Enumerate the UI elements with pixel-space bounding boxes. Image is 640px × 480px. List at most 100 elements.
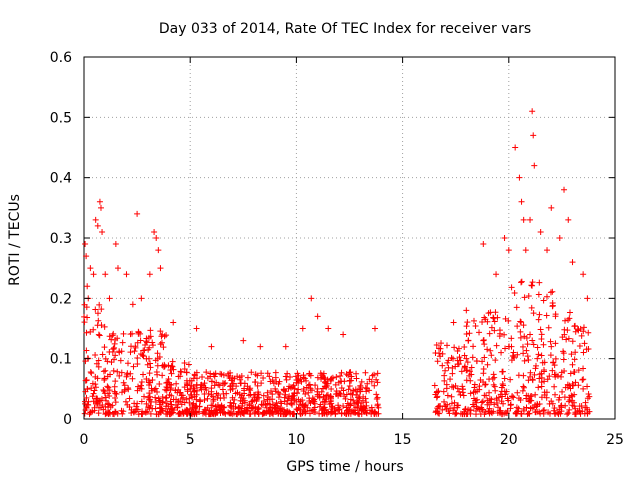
scatter-point xyxy=(527,405,534,412)
scatter-point xyxy=(111,344,118,351)
scatter-point xyxy=(210,371,217,378)
scatter-point xyxy=(439,362,446,369)
scatter-point xyxy=(439,350,446,357)
scatter-point xyxy=(264,370,271,377)
scatter-point xyxy=(444,359,451,366)
scatter-point xyxy=(544,247,551,254)
scatter-point xyxy=(452,409,459,416)
scatter-point xyxy=(281,387,288,394)
scatter-point xyxy=(293,406,300,413)
scatter-point xyxy=(493,395,500,402)
scatter-point xyxy=(479,407,486,414)
y-tick-label: 0.3 xyxy=(50,231,72,247)
scatter-point xyxy=(521,333,528,340)
scatter-point xyxy=(507,402,514,409)
scatter-point xyxy=(327,397,334,404)
scatter-point xyxy=(104,383,111,390)
scatter-point xyxy=(325,325,332,332)
scatter-point xyxy=(238,380,245,387)
scatter-point xyxy=(127,331,134,338)
scatter-point xyxy=(157,328,164,335)
scatter-point xyxy=(528,397,535,404)
scatter-point xyxy=(254,406,261,413)
scatter-point xyxy=(514,408,521,415)
scatter-point xyxy=(529,108,536,115)
scatter-point xyxy=(451,344,458,351)
scatter-point xyxy=(114,368,121,375)
scatter-point xyxy=(572,411,579,418)
scatter-point xyxy=(540,297,547,304)
scatter-point xyxy=(280,411,287,418)
scatter-point xyxy=(353,391,360,398)
x-tick-labels: 0 5 10 15 20 25 xyxy=(80,432,624,448)
scatter-point xyxy=(282,373,289,380)
scatter-point xyxy=(193,369,200,376)
scatter-point xyxy=(283,376,290,383)
y-tick-labels: 0 0.1 0.2 0.3 0.4 0.5 0.6 xyxy=(50,50,72,428)
y-tick-label: 0 xyxy=(63,412,72,428)
scatter-point xyxy=(255,405,262,412)
scatter-point xyxy=(538,352,545,359)
scatter-point xyxy=(86,411,93,418)
scatter-point xyxy=(249,405,256,412)
scatter-point xyxy=(527,369,534,376)
scatter-point xyxy=(137,330,144,337)
scatter-point xyxy=(532,391,539,398)
scatter-point xyxy=(558,373,565,380)
scatter-point xyxy=(548,204,555,211)
scatter-point xyxy=(175,386,182,393)
scatter-point xyxy=(134,210,141,217)
scatter-point xyxy=(441,398,448,405)
scatter-point xyxy=(163,394,170,401)
scatter-point xyxy=(153,368,160,375)
scatter-point xyxy=(241,390,248,397)
y-tick-label: 0.6 xyxy=(50,50,72,66)
scatter-point xyxy=(486,395,493,402)
scatter-point xyxy=(566,309,573,316)
scatter-point xyxy=(556,235,563,241)
scatter-point xyxy=(529,376,536,383)
scatter-point xyxy=(493,342,500,349)
scatter-point xyxy=(565,409,572,416)
scatter-point xyxy=(569,338,576,345)
scatter-point xyxy=(143,338,150,345)
scatter-point xyxy=(118,348,125,355)
scatter-point xyxy=(338,410,345,417)
scatter-point xyxy=(131,348,138,355)
scatter-point xyxy=(580,324,587,331)
scatter-point xyxy=(564,411,571,418)
scatter-point xyxy=(213,390,220,397)
scatter-point xyxy=(104,358,111,365)
scatter-point xyxy=(151,386,158,393)
scatter-point xyxy=(527,331,534,338)
scatter-point xyxy=(266,401,273,408)
scatter-point xyxy=(82,377,89,384)
scatter-point xyxy=(580,385,587,392)
scatter-point xyxy=(181,359,188,366)
scatter-point xyxy=(508,335,515,342)
scatter-point xyxy=(496,333,503,340)
scatter-point xyxy=(84,401,91,408)
scatter-point xyxy=(193,381,200,388)
scatter-point xyxy=(556,394,563,401)
scatter-point xyxy=(561,186,568,193)
scatter-point xyxy=(220,404,227,411)
scatter-point xyxy=(287,373,294,380)
scatter-point xyxy=(463,411,470,418)
scatter-point xyxy=(269,409,276,416)
scatter-point xyxy=(89,408,96,415)
scatter-point xyxy=(97,204,104,211)
scatter-point xyxy=(308,295,315,302)
scatter-point xyxy=(297,411,304,418)
scatter-point xyxy=(289,401,296,408)
scatter-point xyxy=(476,329,483,336)
scatter-point xyxy=(352,404,359,411)
scatter-point xyxy=(508,284,515,291)
scatter-point xyxy=(568,351,575,358)
scatter-point xyxy=(120,379,127,386)
scatter-point xyxy=(227,369,234,376)
scatter-point xyxy=(516,174,523,181)
scatter-point xyxy=(442,367,449,374)
y-tick-label: 0.5 xyxy=(50,110,72,126)
